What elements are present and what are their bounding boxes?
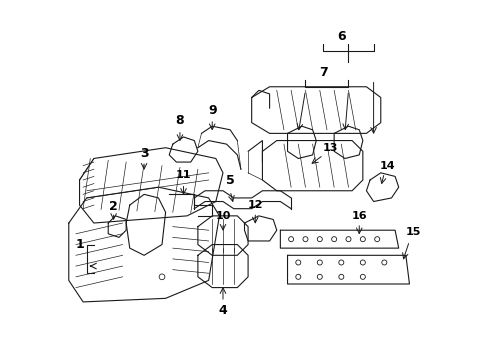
Text: 11: 11 (175, 170, 191, 180)
Text: 9: 9 (207, 104, 216, 117)
Text: 8: 8 (175, 114, 184, 127)
Text: 6: 6 (336, 30, 345, 43)
Text: 10: 10 (215, 211, 230, 221)
Text: 7: 7 (318, 66, 327, 79)
Text: 3: 3 (140, 147, 148, 159)
Text: 4: 4 (218, 305, 227, 318)
Text: 12: 12 (247, 200, 263, 210)
Text: 15: 15 (405, 227, 420, 237)
Text: 13: 13 (322, 143, 338, 153)
Text: 1: 1 (75, 238, 84, 251)
Text: 2: 2 (109, 201, 118, 213)
Text: 14: 14 (379, 161, 395, 171)
Text: 5: 5 (225, 174, 234, 186)
Text: 16: 16 (351, 211, 366, 221)
